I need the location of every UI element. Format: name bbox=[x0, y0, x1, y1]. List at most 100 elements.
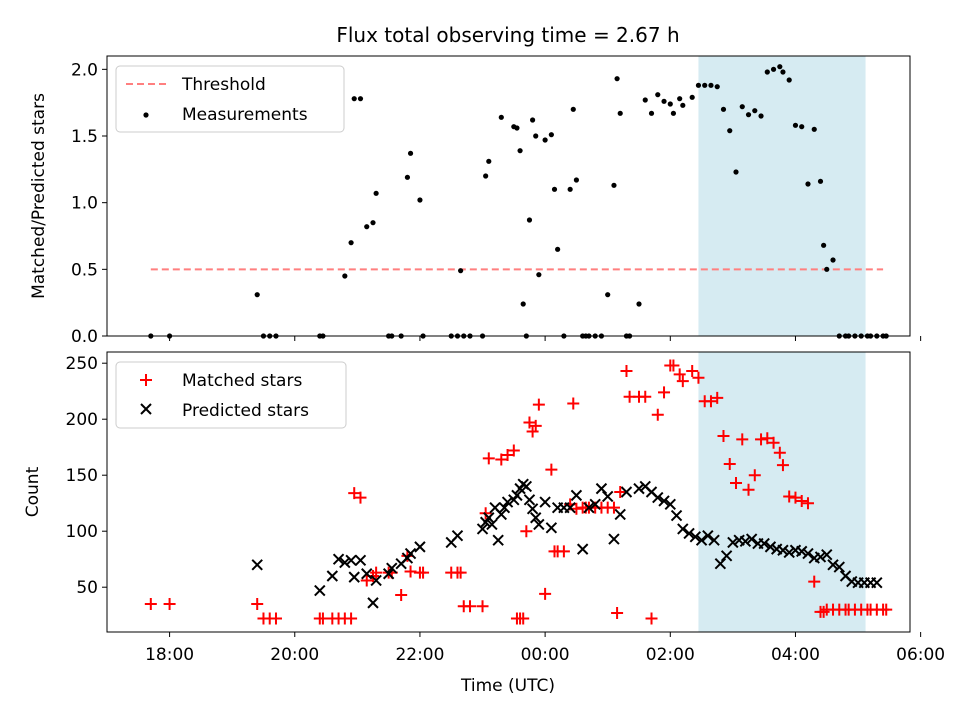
predicted-star-point bbox=[498, 501, 511, 514]
predicted-star-point bbox=[677, 523, 689, 535]
predicted-star-point bbox=[827, 559, 839, 571]
x-tick-label: 20:00 bbox=[270, 645, 319, 665]
predicted-star-point bbox=[511, 489, 523, 502]
measurement-point bbox=[551, 186, 558, 192]
predicted-star-point bbox=[476, 523, 489, 535]
predicted-star-point bbox=[601, 490, 614, 503]
y-tick-label: 2.0 bbox=[71, 60, 98, 80]
legend-predicted-swatch bbox=[140, 403, 152, 415]
predicted-star-point bbox=[595, 482, 608, 495]
measurement-point bbox=[689, 94, 695, 100]
predicted-star-point bbox=[526, 503, 539, 515]
measurement-point bbox=[824, 266, 830, 272]
matched-star-point bbox=[742, 483, 755, 496]
predicted-star-point bbox=[545, 522, 558, 534]
measurement-point bbox=[708, 82, 714, 88]
matched-star-point bbox=[545, 463, 558, 476]
predicted-star-point bbox=[708, 534, 720, 546]
count-axes-frame bbox=[106, 351, 911, 633]
matched-star-point bbox=[464, 600, 477, 613]
predicted-star-point bbox=[802, 547, 814, 560]
x-tick-label: 00:00 bbox=[521, 645, 570, 665]
count-marks bbox=[144, 359, 893, 625]
matched-star-point bbox=[673, 368, 686, 381]
matched-star-point bbox=[370, 566, 383, 579]
matched-star-point bbox=[532, 398, 545, 411]
measurement-point bbox=[529, 117, 536, 123]
matched-star-point bbox=[755, 433, 768, 446]
measurement-point bbox=[821, 242, 827, 248]
y-tick-label: 1.0 bbox=[71, 194, 98, 214]
predicted-star-point bbox=[564, 501, 576, 514]
matched-star-point bbox=[507, 444, 520, 457]
matched-star-point bbox=[645, 612, 658, 625]
measurement-point bbox=[573, 177, 580, 183]
matched-star-point bbox=[611, 606, 624, 619]
matched-star-point bbox=[776, 459, 789, 472]
measurement-point bbox=[517, 148, 523, 154]
predicted-star-point bbox=[533, 518, 545, 531]
matched-star-point bbox=[686, 365, 699, 378]
matched-star-point bbox=[773, 446, 786, 459]
matched-star-point bbox=[748, 469, 761, 482]
matched-star-point bbox=[520, 525, 533, 538]
matched-star-point bbox=[692, 371, 705, 384]
measurement-point bbox=[830, 257, 836, 263]
predicted-star-point bbox=[570, 489, 583, 502]
measurement-point bbox=[370, 220, 376, 226]
measurement-point bbox=[677, 96, 683, 102]
measurement-point bbox=[661, 98, 667, 104]
matched-star-point bbox=[529, 419, 542, 432]
observing-window-span bbox=[698, 56, 866, 336]
measurement-point bbox=[526, 217, 533, 223]
predicted-star-point bbox=[620, 486, 633, 498]
matched-star-point bbox=[348, 487, 361, 500]
matched-star-point bbox=[404, 565, 417, 578]
legend-matched-label: Matched stars bbox=[182, 371, 302, 391]
measurement-point bbox=[811, 126, 817, 132]
matched-star-point bbox=[730, 477, 743, 490]
predicted-star-point bbox=[783, 546, 795, 559]
legend-predicted-label: Predicted stars bbox=[182, 401, 309, 421]
measurement-point bbox=[514, 125, 520, 131]
measurement-point bbox=[792, 122, 799, 128]
measurement-point bbox=[745, 112, 752, 118]
matched-star-point bbox=[667, 359, 680, 372]
measurement-point bbox=[752, 108, 758, 114]
measurement-point bbox=[614, 76, 620, 82]
measurement-point bbox=[714, 84, 720, 90]
x-tick-label: 06:00 bbox=[896, 645, 945, 665]
matched-star-point bbox=[880, 603, 893, 616]
matched-star-point bbox=[251, 598, 264, 610]
matched-star-point bbox=[704, 395, 717, 408]
measurement-point bbox=[483, 173, 489, 179]
x-axis-label: Time (UTC) bbox=[460, 676, 555, 696]
measurement-point bbox=[611, 182, 617, 188]
predicted-star-point bbox=[714, 557, 727, 570]
count-panel: 50 100 150 200 250 18:00 20:00 22:00 00:00 02:00… bbox=[23, 351, 945, 696]
predicted-star-point bbox=[796, 545, 808, 558]
predicted-star-point bbox=[339, 556, 351, 569]
ratio-y-ticks: 0.0 0.5 1.0 1.5 2.0 bbox=[71, 60, 107, 347]
measurement-point bbox=[780, 69, 786, 75]
matched-star-point bbox=[789, 491, 802, 504]
matched-star-point bbox=[539, 587, 552, 600]
legend-measurements-label: Measurements bbox=[182, 105, 308, 125]
predicted-star-point bbox=[689, 531, 702, 543]
predicted-star-point bbox=[764, 541, 777, 553]
measurement-point bbox=[758, 113, 764, 119]
predicted-star-point bbox=[251, 559, 263, 571]
matched-star-point bbox=[523, 416, 536, 429]
y-tick-label: 200 bbox=[66, 410, 98, 430]
measurement-point bbox=[670, 110, 677, 116]
measurement-point bbox=[520, 301, 526, 307]
matched-star-point bbox=[658, 386, 671, 399]
measurement-point bbox=[486, 158, 492, 164]
predicted-star-point bbox=[814, 551, 827, 563]
measurement-point bbox=[567, 186, 573, 192]
matched-star-point bbox=[144, 598, 157, 610]
matched-star-point bbox=[501, 449, 514, 462]
predicted-star-point bbox=[495, 508, 508, 521]
measurement-point bbox=[667, 101, 673, 107]
